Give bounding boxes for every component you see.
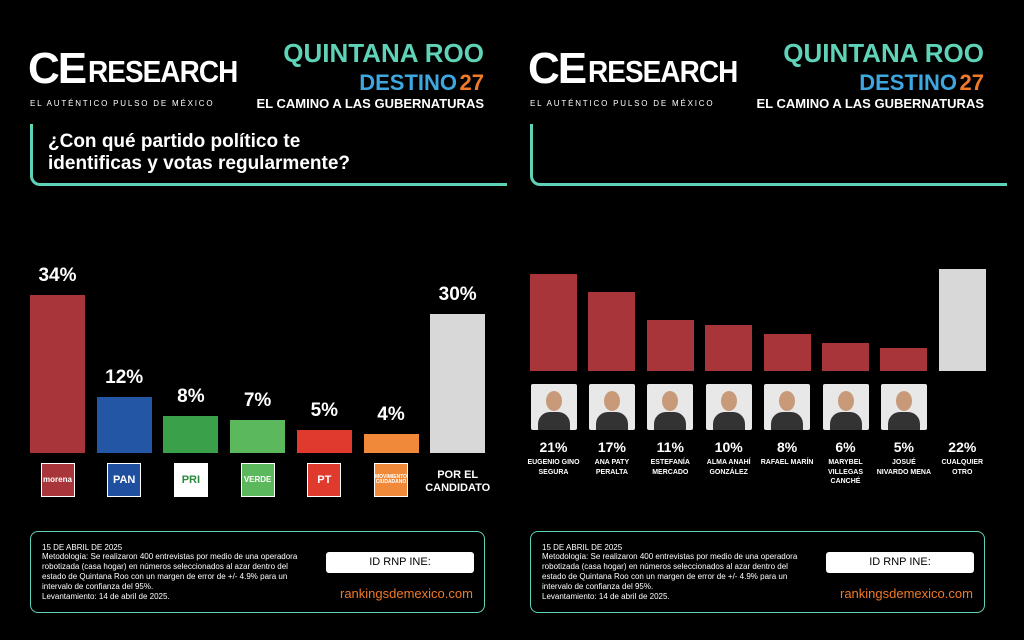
party-logo: PRI [173, 463, 208, 497]
value-label: 22% [948, 439, 977, 455]
party-logo: VERDE [240, 463, 275, 497]
value-label: 6% [835, 439, 856, 455]
logo-research: RESEARCH [588, 54, 738, 89]
party-logo: morena [40, 463, 75, 497]
bar [363, 434, 419, 453]
value-label: 17% [597, 439, 626, 455]
footer-fieldwork: Levantamiento: 14 de abril de 2025. [42, 592, 170, 601]
category-label: POR EL CANDIDATO [425, 469, 491, 494]
footer-site: rankingsdemexico.com [340, 586, 473, 601]
footer-id: ID RNP INE: 20150911210081 [826, 552, 974, 589]
category-label: ESTEFANÍA MERCADO [650, 459, 690, 476]
photo [588, 384, 635, 430]
category-label: MARYBEL VILLEGAS CANCHÉ [827, 459, 863, 485]
bar [163, 415, 219, 453]
bar [530, 273, 577, 371]
logo-research: RESEARCH [88, 54, 238, 89]
footer-date: 15 DE ABRIL DE 2025 [42, 543, 123, 552]
category-label: ALMA ANAHÍ GONZÁLEZ [706, 459, 751, 476]
photo [705, 384, 752, 430]
value-label: 30% [438, 283, 477, 305]
party-logo: MOVIMIENTO CIUDADANO [374, 463, 408, 497]
footer-fieldwork: Levantamiento: 14 de abril de 2025. [542, 592, 670, 601]
bar [96, 397, 152, 453]
bar [938, 269, 986, 371]
destino: DESTINO [859, 70, 957, 95]
party-logo: PT [307, 463, 342, 497]
footer-method: Metodología: Se realizaron 400 entrevist… [542, 552, 798, 591]
category-label: EUGENIO GINO SEGURA [527, 459, 580, 476]
bar [705, 324, 753, 371]
state: QUINTANA ROO [783, 38, 984, 68]
photo [764, 384, 811, 430]
tagline: EL AUTÉNTICO PULSO DE MÉXICO [30, 99, 215, 108]
value-label: 12% [105, 367, 144, 389]
value-label: 34% [38, 264, 77, 286]
footer-box [530, 531, 985, 613]
category-label: ANA PATY PERALTA [594, 459, 630, 476]
logo-ce: CE [528, 44, 587, 93]
destino: DESTINO [359, 70, 457, 95]
year: 27 [459, 70, 484, 95]
value-label: 7% [243, 390, 272, 412]
party-logo: PAN [107, 463, 142, 497]
bar [822, 343, 869, 371]
subtitle: EL CAMINO A LAS GUBERNATURAS [256, 96, 485, 111]
value-label: 21% [539, 439, 568, 455]
photo [880, 384, 927, 430]
bar [296, 429, 352, 453]
photo [647, 384, 694, 430]
value-label: 8% [177, 385, 205, 407]
subtitle: EL CAMINO A LAS GUBERNATURAS [756, 96, 985, 111]
state: QUINTANA ROO [283, 38, 484, 68]
question-frame [30, 124, 507, 186]
bar [646, 320, 694, 371]
footer-date: 15 DE ABRIL DE 2025 [542, 543, 623, 552]
bar [880, 347, 928, 371]
year: 27 [959, 70, 984, 95]
photo [530, 384, 577, 430]
category-label: JOSUÉ NIVARDO MENA [876, 459, 932, 476]
footer-site: rankingsdemexico.com [840, 586, 973, 601]
category-label: RAFAEL MARÍN [760, 459, 814, 466]
value-label: 8% [776, 439, 798, 455]
value-label: 5% [310, 399, 339, 421]
category-label: CUALQUIER OTRO [941, 459, 984, 476]
question-frame [530, 124, 1007, 186]
value-label: 5% [893, 439, 914, 455]
bar [588, 292, 636, 371]
footer-box [30, 531, 485, 613]
bar [230, 420, 286, 453]
value-label: 10% [714, 439, 743, 455]
chart-title: ¿Con qué partido político te identificas… [48, 131, 350, 174]
bar [430, 313, 486, 453]
photo [822, 384, 869, 430]
logo-ce: CE [28, 44, 87, 93]
bar [30, 294, 85, 453]
value-label: 11% [656, 439, 684, 455]
footer-id: ID RNP INE: 20150911210081 [326, 552, 474, 589]
value-label: 4% [377, 404, 405, 426]
footer-method: Metodología: Se realizaron 400 entrevist… [42, 552, 298, 591]
tagline: EL AUTÉNTICO PULSO DE MÉXICO [530, 99, 715, 108]
bar [763, 334, 811, 371]
